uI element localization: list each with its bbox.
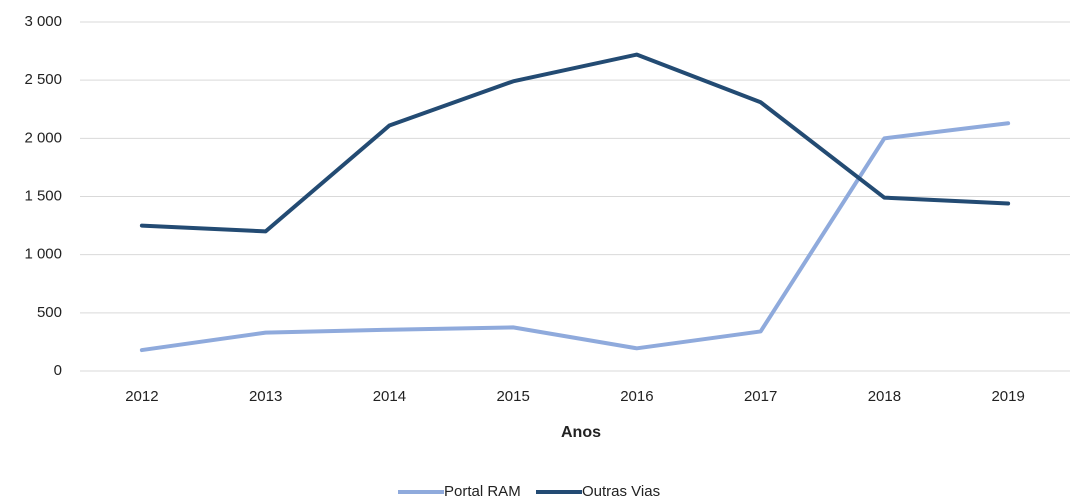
y-tick-label: 1 000 (24, 246, 62, 263)
y-tick-label: 3 000 (24, 13, 62, 30)
x-tick-label: 2013 (249, 388, 282, 405)
x-tick-label: 2012 (125, 388, 158, 405)
line-series (139, 121, 1011, 353)
x-tick-label: 2014 (373, 388, 406, 405)
x-tick-label: 2018 (868, 388, 901, 405)
legend-label: Portal RAM (444, 483, 521, 500)
legend-label: Outras Vias (582, 483, 660, 500)
y-tick-label: 1 500 (24, 187, 62, 204)
x-tick-label: 2017 (744, 388, 777, 405)
y-tick-label: 2 000 (24, 129, 62, 146)
x-tick-label: 2016 (620, 388, 653, 405)
y-tick-label: 500 (37, 304, 62, 321)
x-tick-label: 2019 (991, 388, 1024, 405)
y-tick-label: 0 (54, 362, 62, 379)
x-axis-label: Anos (561, 424, 601, 441)
x-tick-label: 2015 (496, 388, 529, 405)
y-tick-label: 2 500 (24, 71, 62, 88)
line-series (139, 52, 1011, 234)
